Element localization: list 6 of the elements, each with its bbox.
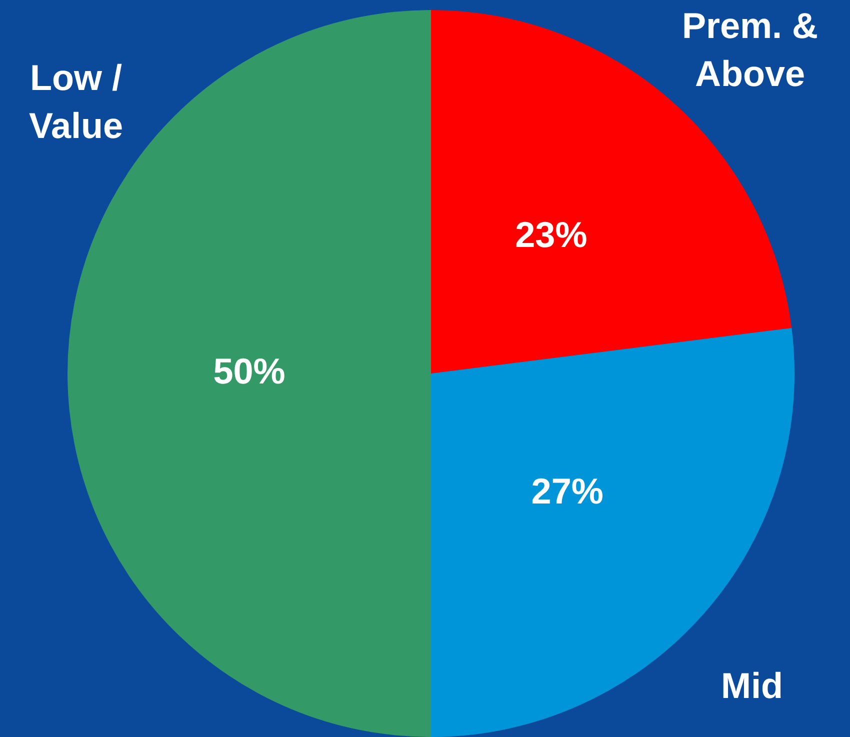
data-label: 27%: [531, 470, 604, 512]
data-label: 23%: [515, 214, 588, 256]
data-label: 50%: [213, 350, 286, 392]
slice-label: Prem. & Above: [682, 4, 818, 94]
slice-label: Low / Value: [28, 56, 124, 146]
slice-label: Mid: [721, 664, 783, 706]
